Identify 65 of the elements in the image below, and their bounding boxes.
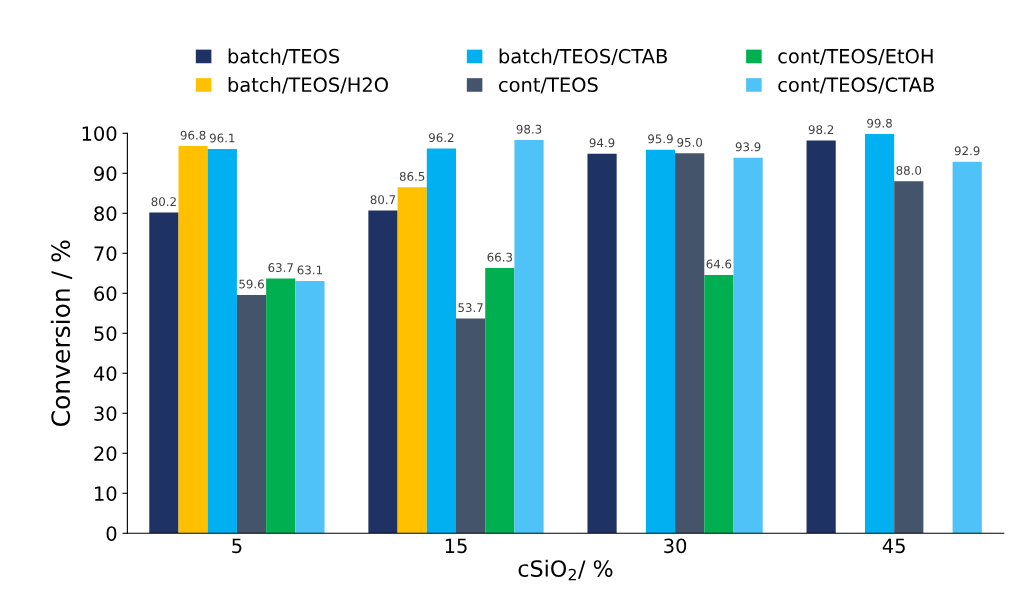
y-axis-title: Conversion / % [50, 240, 73, 427]
bar [207, 148, 237, 534]
bar [952, 161, 982, 534]
legend-label: batch/TEOS/CTAB [499, 48, 667, 66]
x-axis-title: cSiO$_{2}$/ % [518, 559, 613, 581]
data-label: 98.2 [808, 125, 834, 135]
bar [894, 181, 924, 534]
legend-label: batch/TEOS [228, 48, 340, 66]
bar [266, 278, 296, 534]
data-label: 80.7 [370, 195, 396, 205]
bar [368, 210, 398, 534]
bar [733, 157, 763, 534]
legend-label: cont/TEOS/CTAB [778, 77, 934, 94]
x-tick-label: 15 [445, 538, 467, 554]
bar [864, 134, 895, 534]
data-label: 96.1 [209, 133, 235, 143]
legend-label: cont/TEOS/EtOH [778, 48, 933, 66]
x-tick-label: 45 [882, 538, 905, 554]
data-label: 95.0 [677, 137, 703, 147]
bar [675, 153, 705, 534]
data-label: 63.7 [268, 263, 293, 273]
y-tick-label: 20 [94, 446, 117, 461]
data-label: 98.3 [516, 124, 542, 134]
y-tick-label: 30 [94, 406, 117, 421]
data-label: 95.9 [648, 134, 673, 144]
data-label: 94.9 [589, 138, 615, 148]
bar [456, 318, 486, 534]
y-tick-label: 70 [94, 246, 117, 261]
bar [295, 280, 325, 534]
data-label: 86.5 [399, 171, 425, 181]
data-label: 99.8 [867, 118, 892, 128]
data-label: 96.8 [180, 130, 206, 140]
data-label: 92.9 [954, 146, 980, 156]
y-tick-label: 10 [95, 486, 117, 501]
legend-label: cont/TEOS [499, 77, 598, 94]
bar [587, 153, 617, 534]
data-label: 53.7 [458, 303, 483, 313]
bar [514, 140, 544, 534]
bar [397, 187, 427, 534]
data-label: 64.6 [706, 259, 732, 269]
data-label: 80.2 [151, 197, 176, 207]
data-label: 93.9 [735, 142, 761, 152]
data-label: 88.0 [896, 165, 922, 175]
bar [149, 212, 179, 534]
y-tick-label: 60 [94, 286, 117, 301]
y-tick-label: 50 [94, 326, 117, 341]
y-tick-label: 40 [93, 366, 117, 381]
data-label: 59.6 [239, 279, 264, 289]
bar [178, 146, 208, 534]
y-tick-label: 0 [106, 526, 117, 541]
y-tick-label: 80 [94, 206, 117, 221]
bar [806, 140, 836, 534]
bar [485, 268, 515, 534]
legend-label: batch/TEOS/H2O [228, 77, 388, 94]
bar [426, 148, 456, 534]
bar [236, 294, 267, 534]
data-label: 66.3 [487, 252, 513, 262]
y-tick-label: 90 [94, 166, 117, 181]
bar [704, 274, 734, 534]
y-tick-label: 100 [82, 126, 117, 141]
x-tick-label: 5 [232, 538, 242, 554]
data-label: 96.2 [429, 133, 454, 143]
x-tick-label: 30 [664, 538, 687, 554]
data-label: 63.1 [297, 265, 322, 275]
bar [645, 149, 676, 534]
